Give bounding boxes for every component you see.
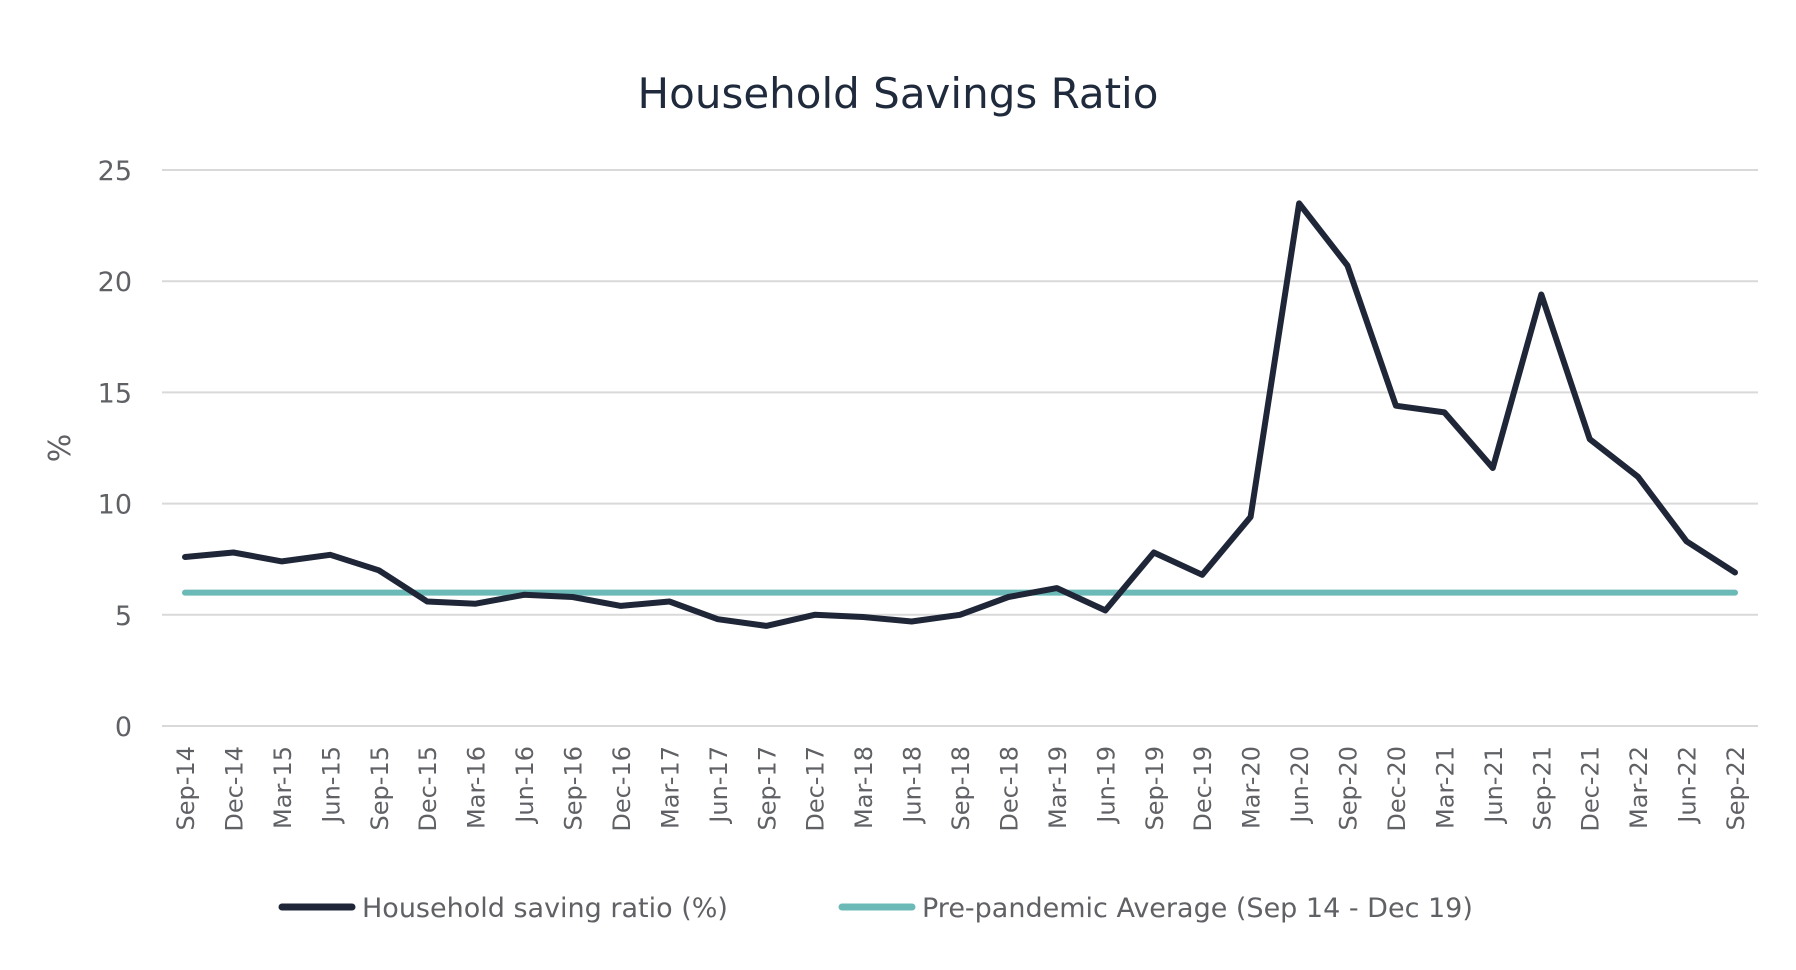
x-tick-label: Mar-18	[850, 746, 878, 829]
legend-label-pre-pandemic-average: Pre-pandemic Average (Sep 14 - Dec 19)	[922, 893, 1473, 924]
x-tick-label: Mar-21	[1431, 746, 1459, 829]
legend-item-household-saving-ratio: Household saving ratio (%)	[278, 893, 728, 924]
x-tick-label: Mar-16	[463, 746, 491, 829]
y-tick-label: 10	[98, 490, 132, 521]
legend-label-household-saving-ratio: Household saving ratio (%)	[362, 893, 728, 924]
legend: Household saving ratio (%) Pre-pandemic …	[278, 893, 1473, 924]
x-tick-label: Jun-21	[1480, 746, 1508, 825]
y-tick-label: 15	[98, 378, 132, 409]
x-tick-label: Sep-15	[366, 746, 394, 830]
x-tick-label: Dec-21	[1577, 746, 1605, 832]
x-tick-label: Sep-21	[1528, 746, 1556, 830]
x-tick-label: Sep-14	[172, 746, 200, 830]
x-tick-label: Dec-17	[802, 746, 830, 832]
x-tick-label: Mar-22	[1625, 746, 1653, 829]
series-lines	[182, 200, 1738, 629]
x-tick-label: Mar-19	[1044, 746, 1072, 829]
x-tick-label: Mar-15	[269, 746, 297, 829]
y-tick-label: 0	[115, 712, 132, 743]
x-tick-label: Jun-18	[899, 746, 927, 825]
x-tick-label: Jun-22	[1674, 746, 1702, 825]
x-tick-label: Mar-17	[656, 746, 684, 829]
x-tick-label: Mar-20	[1238, 746, 1266, 829]
x-tick-label: Sep-20	[1335, 746, 1363, 830]
x-tick-label: Sep-16	[560, 746, 588, 830]
y-tick-label: 25	[98, 156, 132, 187]
legend-item-pre-pandemic-average: Pre-pandemic Average (Sep 14 - Dec 19)	[838, 893, 1473, 924]
x-tick-label: Dec-20	[1383, 746, 1411, 832]
y-tick-label: 5	[115, 601, 132, 632]
x-tick-label: Jun-19	[1092, 746, 1120, 825]
y-axis-ticks: 0 5 10 15 20 25	[98, 156, 132, 743]
x-tick-label: Dec-19	[1189, 746, 1217, 832]
x-tick-label: Dec-15	[414, 746, 442, 832]
series-line-household-saving-ratio	[182, 200, 1738, 629]
chart-title: Household Savings Ratio	[638, 69, 1159, 118]
x-tick-label: Jun-20	[1286, 746, 1314, 825]
x-tick-label: Dec-14	[220, 746, 248, 832]
x-tick-label: Jun-16	[511, 746, 539, 825]
x-tick-label: Jun-17	[705, 746, 733, 825]
grid-lines	[162, 169, 1758, 727]
x-tick-label: Sep-22	[1722, 746, 1750, 830]
y-tick-label: 20	[98, 267, 132, 298]
x-axis-ticks: Sep-14 Dec-14 Mar-15 Jun-15 Sep-15 Dec-15 Mar-…	[172, 746, 1750, 832]
x-tick-label: Dec-18	[995, 746, 1023, 832]
x-tick-label: Dec-16	[608, 746, 636, 832]
y-axis-label: %	[43, 434, 78, 463]
x-tick-label: Sep-18	[947, 746, 975, 830]
x-tick-label: Jun-15	[317, 746, 345, 825]
x-tick-label: Sep-19	[1141, 746, 1169, 830]
x-tick-label: Sep-17	[753, 746, 781, 830]
